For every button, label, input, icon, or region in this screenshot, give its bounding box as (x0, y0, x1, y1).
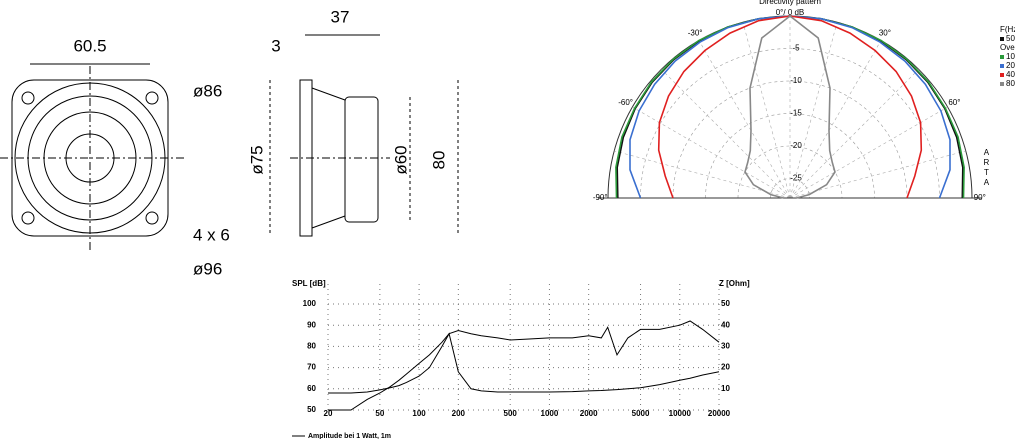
x-tick-label: 500 (504, 409, 518, 418)
legend-swatch (1000, 73, 1004, 77)
legend-label: 800 (1006, 79, 1015, 88)
y-tick-label: 90 (307, 320, 316, 329)
r-tick-label: -10 (790, 76, 802, 85)
legend-label: 100 (1006, 52, 1015, 61)
magnet (344, 96, 379, 223)
x-tick-label: 50 (375, 409, 384, 418)
dimension-label: ø86 (193, 81, 222, 100)
r-tick-label: -20 (790, 141, 802, 150)
y2-tick-label: 20 (721, 363, 730, 372)
y2-tick-label: 10 (721, 384, 730, 393)
series-line (328, 320, 720, 411)
x-tick-label: 100 (412, 409, 426, 418)
grid-spoke (789, 40, 882, 199)
r-tick-label: -5 (792, 44, 800, 53)
x-tick-label: 5000 (632, 409, 650, 418)
y2-axis-label: Z [Ohm] (719, 279, 750, 288)
legend-swatch (1000, 64, 1004, 68)
grid-spoke (789, 69, 919, 199)
grid-spoke (698, 40, 791, 199)
legend-swatch (1000, 37, 1004, 41)
y2-tick-label: 40 (721, 320, 730, 329)
x-tick-label: 1000 (541, 409, 559, 418)
series-line (328, 332, 720, 394)
dimension-label: ø75 (247, 145, 266, 174)
theta-tick-label: 60° (948, 98, 960, 107)
grid-circle (672, 80, 908, 199)
hole (21, 91, 35, 105)
r-tick-label: -15 (790, 109, 802, 118)
y2-tick-label: 50 (721, 299, 730, 308)
r-tick-label: -25 (790, 174, 802, 183)
y-tick-label: 60 (307, 384, 316, 393)
x-tick-label: 2000 (580, 409, 598, 418)
y-tick-label: 80 (307, 342, 316, 351)
x-tick-label: 200 (452, 409, 466, 418)
grid-circle (640, 48, 940, 199)
dimension-label: 3 (271, 36, 280, 55)
theta-tick-label: 90° (974, 193, 986, 202)
theta-tick-label: -60° (618, 98, 633, 107)
dimension-label: 37 (331, 7, 350, 26)
dimension-label: ø96 (193, 259, 222, 278)
chart-subtitle: 0°/ 0 dB (776, 8, 805, 17)
legend-swatch (1000, 55, 1004, 59)
legend-swatch (1000, 82, 1004, 86)
theta-tick-label: -90° (593, 193, 608, 202)
dimension-label: ø60 (391, 145, 410, 174)
x-tick-label: 20000 (708, 409, 731, 418)
chart-title: Directivity pattern (759, 0, 821, 6)
y-tick-label: 50 (307, 405, 316, 414)
dimension-label: 60.5 (73, 36, 106, 55)
technical-drawing: 60.5 37 3 ø86 ø75 ø60 80 4 x 6 ø96 (0, 7, 459, 278)
y-axis-label: SPL [dB] (292, 279, 326, 288)
y-tick-label: 70 (307, 363, 316, 372)
grid-spoke (661, 69, 791, 199)
dimension-label: 80 (429, 151, 448, 170)
x-tick-label: 10000 (669, 409, 692, 418)
grid-spoke (789, 150, 966, 199)
dimension-label: 4 x 6 (193, 225, 230, 244)
hole (145, 211, 159, 225)
y-tick-label: 100 (303, 299, 317, 308)
y2-tick-label: 30 (721, 342, 730, 351)
grid-spoke (614, 150, 791, 199)
hole (21, 211, 35, 225)
theta-tick-label: -30° (688, 29, 703, 38)
legend-label: Amplitude bei 1 Watt, 1m (308, 433, 391, 439)
hole (145, 91, 159, 105)
legend-label: 400 (1006, 70, 1015, 79)
grid-spoke (789, 22, 838, 199)
legend-label: 500 (1006, 34, 1015, 43)
x-tick-label: 20 (324, 409, 333, 418)
grid-spoke (742, 22, 791, 199)
grid-spoke (632, 106, 791, 199)
series-line (744, 14, 836, 199)
legend-label: 200 (1006, 61, 1015, 70)
grid-circle (737, 145, 843, 199)
legend-title: F(Hz (1000, 25, 1015, 34)
annotation: ARTA (982, 148, 991, 188)
theta-tick-label: 30° (879, 29, 891, 38)
legend-note: Over (1000, 43, 1015, 52)
grid-spoke (789, 106, 948, 199)
